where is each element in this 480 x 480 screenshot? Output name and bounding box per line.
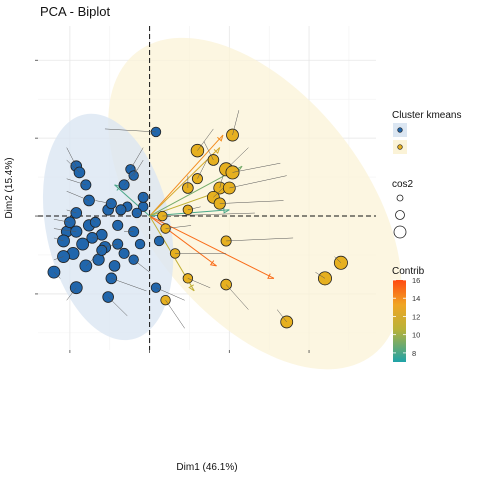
state-point-17: [83, 194, 95, 207]
legend-contrib: Contrib 8 10 12 14 16: [392, 266, 425, 362]
x-axis-title: Dim1 (46.1%): [176, 462, 237, 473]
legend-cos2-title: cos2: [392, 179, 414, 190]
arrow-line-6: [149, 215, 217, 267]
axis-ticks: [35, 59, 310, 353]
leader-line-43: [187, 278, 211, 289]
leader-line-46: [155, 287, 185, 301]
leader-line-15: [66, 178, 86, 186]
leader-line-31: [53, 237, 64, 242]
leader-line-7: [232, 162, 281, 173]
legend-cos2-circle-1: [395, 210, 405, 220]
leader-line-36: [53, 256, 64, 261]
arrow-head-1: [213, 147, 221, 155]
leader-line-0: [232, 110, 240, 136]
unlabeled-point-7: [108, 260, 121, 272]
leader-line-48: [107, 296, 128, 317]
leader-line-35: [226, 237, 294, 242]
arrow-head-8: [188, 284, 195, 292]
leader-line-49: [165, 300, 185, 329]
leader-line-11: [123, 169, 138, 186]
leader-line-13: [219, 175, 224, 189]
leader-line-3: [203, 141, 214, 161]
contrib-tick-label-0: 8: [412, 349, 416, 358]
leader-line-25: [136, 212, 144, 217]
legend-cos2: cos2: [392, 179, 414, 239]
state-point-33: [112, 238, 124, 250]
leader-line-20: [95, 200, 112, 204]
contrib-tick-label-1: 10: [412, 331, 420, 340]
zero-lines: [38, 26, 376, 350]
leader-line-22: [187, 206, 201, 211]
arrow-head-0: [217, 134, 224, 142]
leader-line-40: [334, 256, 342, 263]
legend-cluster: Cluster kmeans: [392, 110, 461, 154]
leader-line-37: [85, 250, 102, 267]
leader-line-50: [276, 309, 287, 323]
leader-line-41: [53, 271, 61, 279]
arrow-line-0: [149, 134, 224, 217]
leader-line-27: [92, 219, 96, 223]
contrib-tick-label-2: 12: [412, 312, 420, 321]
leader-line-21: [120, 206, 125, 210]
legend-cos2-circle-0: [396, 194, 404, 202]
arrow-head-6: [209, 260, 217, 267]
state-point-30: [70, 225, 83, 238]
leader-line-5: [66, 147, 77, 167]
unlabeled-point-11: [134, 238, 146, 250]
leader-line-6: [130, 147, 144, 170]
leader-line-23: [66, 209, 77, 214]
leader-line-42: [315, 272, 326, 279]
state-point-23: [70, 207, 83, 219]
leader-line-4: [225, 147, 249, 170]
arrow-head-7: [267, 273, 274, 279]
contrib-colorbar: [393, 280, 406, 362]
legend-cluster-dot-1: [397, 144, 403, 150]
legend-contrib-title: Contrib: [392, 266, 425, 277]
leader-line-19: [219, 200, 284, 204]
arrow-head-5: [223, 207, 230, 214]
leader-line-47: [225, 284, 249, 310]
leader-line-39: [133, 259, 150, 273]
legend-cluster-title: Cluster kmeans: [392, 110, 461, 121]
legend-cos2-circle-2: [393, 225, 407, 239]
leader-line-1: [197, 128, 214, 151]
y-axis-title: Dim2 (15.4%): [4, 157, 15, 218]
leader-line-2: [104, 128, 156, 133]
state-labels: [53, 110, 342, 329]
contrib-tick-label-3: 14: [412, 294, 420, 303]
unlabeled-point-2: [76, 237, 90, 251]
leader-line-26: [53, 219, 70, 223]
legend-cluster-dot-0: [397, 127, 403, 133]
unlabeled-point-8: [112, 219, 124, 231]
leader-line-9: [133, 159, 144, 176]
arrow-line-7: [149, 215, 275, 279]
leader-line-14: [229, 175, 287, 189]
leader-line-29: [165, 225, 192, 229]
leader-line-44: [111, 278, 147, 292]
cluster-2-ellipse: [108, 37, 402, 370]
leader-line-24: [162, 212, 255, 217]
state-point-3: [207, 154, 220, 166]
unlabeled-point-5: [95, 228, 108, 241]
leader-line-33: [101, 243, 118, 248]
leader-line-30: [53, 228, 77, 232]
leader-line-10: [197, 159, 208, 179]
contrib-tick-label-4: 16: [412, 276, 420, 285]
chart-title: PCA - Biplot: [40, 4, 111, 19]
leader-line-17: [66, 190, 90, 201]
leader-line-45: [66, 287, 77, 301]
leader-line-16: [213, 187, 224, 198]
leader-line-8: [66, 159, 80, 173]
unlabeled-point-9: [118, 247, 130, 259]
